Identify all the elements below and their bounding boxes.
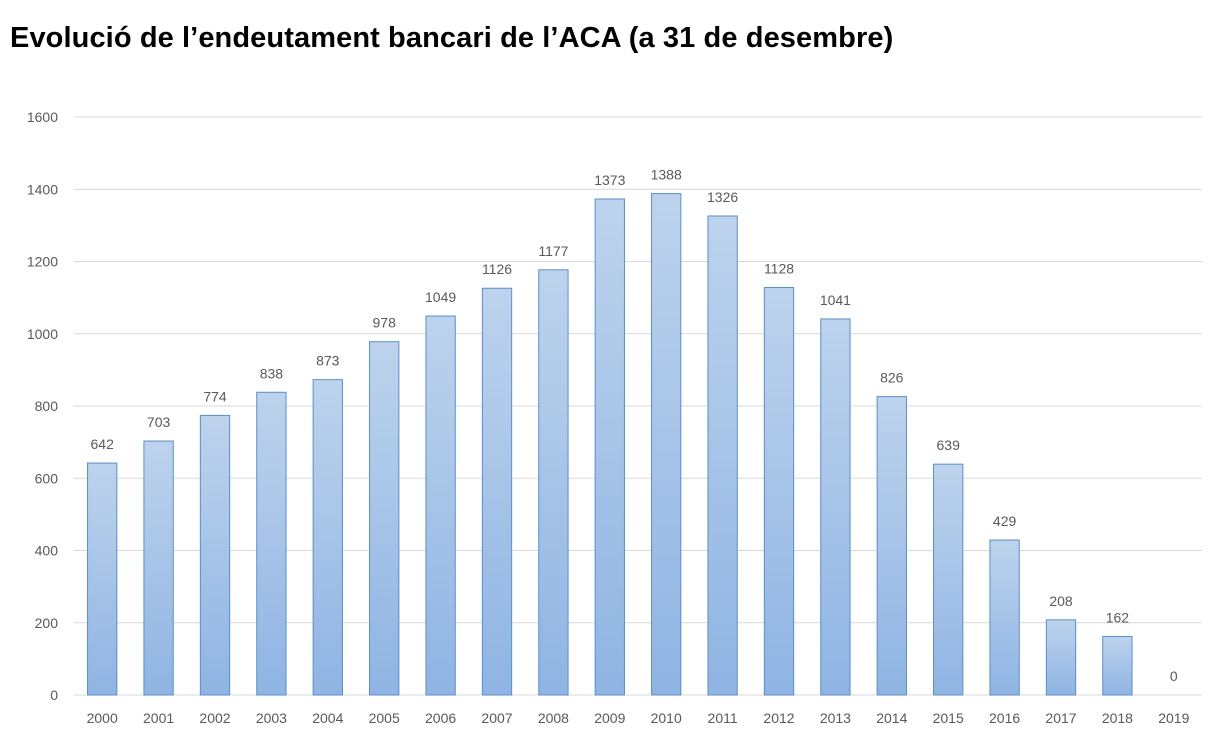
data-label-2000: 642 [91, 436, 115, 452]
data-label-2008: 1177 [538, 243, 568, 259]
x-tick-label: 2005 [369, 710, 400, 726]
y-tick-label: 600 [35, 470, 59, 486]
bar-2004 [312, 379, 343, 696]
data-label-2011: 1326 [707, 189, 738, 205]
bar-2005 [369, 341, 400, 696]
data-label-2002: 774 [203, 388, 227, 404]
bar-2018 [1102, 635, 1133, 696]
bar-2008 [538, 269, 569, 696]
data-label-2016: 429 [993, 513, 1017, 529]
x-tick-label: 2018 [1102, 710, 1133, 726]
bar-2003 [256, 391, 287, 696]
bar-2012 [763, 287, 795, 696]
y-tick-label: 1400 [27, 181, 58, 197]
x-tick-label: 2000 [87, 710, 118, 726]
bar-2006 [425, 315, 456, 696]
data-label-2009: 1373 [594, 172, 625, 188]
data-label-2003: 838 [260, 365, 284, 381]
bar-2000 [87, 462, 118, 696]
x-tick-label: 2013 [820, 710, 851, 726]
data-labels: 642 703 774 838 873 978 1049 1126 1177 1373 1388 13… [91, 167, 1178, 684]
x-tick-label: 2015 [933, 710, 964, 726]
data-label-2010: 1388 [651, 167, 682, 183]
x-tick-label: 2016 [989, 710, 1020, 726]
x-tick-label: 2008 [538, 710, 569, 726]
x-tick-label: 2012 [763, 710, 794, 726]
bar-2007 [481, 287, 513, 696]
y-tick-label: 200 [35, 615, 59, 631]
x-tick-label: 2011 [708, 710, 738, 726]
y-tick-label: 1000 [27, 326, 58, 342]
bar-2016 [989, 539, 1020, 696]
data-label-2005: 978 [373, 315, 397, 331]
bar-2001 [143, 440, 174, 696]
x-tick-label: 2002 [199, 710, 230, 726]
y-tick-label: 1200 [27, 254, 58, 270]
x-tick-label: 2017 [1045, 710, 1076, 726]
x-tick-label: 2003 [256, 710, 287, 726]
data-label-2018: 162 [1106, 609, 1130, 625]
data-label-2006: 1049 [425, 289, 456, 305]
x-tick-label: 2014 [876, 710, 907, 726]
y-tick-label: 400 [35, 543, 59, 559]
x-axis-ticks: 2000 2001 2002 2003 2004 2005 2006 2007 2008 2009… [87, 710, 1190, 726]
x-tick-label: 2019 [1158, 710, 1189, 726]
bar-2013 [820, 318, 851, 696]
bar-2015 [933, 463, 964, 696]
bar-2014 [876, 396, 907, 696]
x-tick-label: 2007 [481, 710, 512, 726]
bar-2002 [199, 414, 231, 696]
y-axis-ticks: 0 200 400 600 800 1000 1200 1400 1600 [27, 109, 58, 703]
x-tick-label: 2010 [651, 710, 682, 726]
data-label-2017: 208 [1049, 593, 1073, 609]
chart-title: Evolució de l’endeutament bancari de l’A… [10, 22, 894, 54]
x-tick-label: 2009 [594, 710, 625, 726]
data-label-2012: 1128 [764, 261, 794, 277]
data-label-2007: 1126 [482, 261, 512, 277]
bar-2009 [594, 198, 625, 696]
data-label-2015: 639 [937, 437, 961, 453]
y-tick-label: 800 [35, 398, 59, 414]
bars [87, 193, 1133, 696]
data-label-2013: 1041 [820, 292, 851, 308]
data-label-2014: 826 [880, 370, 904, 386]
gridlines [74, 116, 1202, 696]
x-tick-label: 2006 [425, 710, 456, 726]
bar-2010 [651, 193, 682, 696]
y-tick-label: 1600 [27, 109, 58, 125]
data-label-2004: 873 [316, 353, 340, 369]
x-tick-label: 2001 [143, 710, 174, 726]
data-label-2019: 0 [1170, 668, 1178, 684]
bar-2011 [707, 215, 738, 696]
data-label-2001: 703 [147, 414, 171, 430]
y-tick-label: 0 [50, 687, 58, 703]
bar-2017 [1045, 619, 1077, 696]
x-tick-label: 2004 [312, 710, 343, 726]
